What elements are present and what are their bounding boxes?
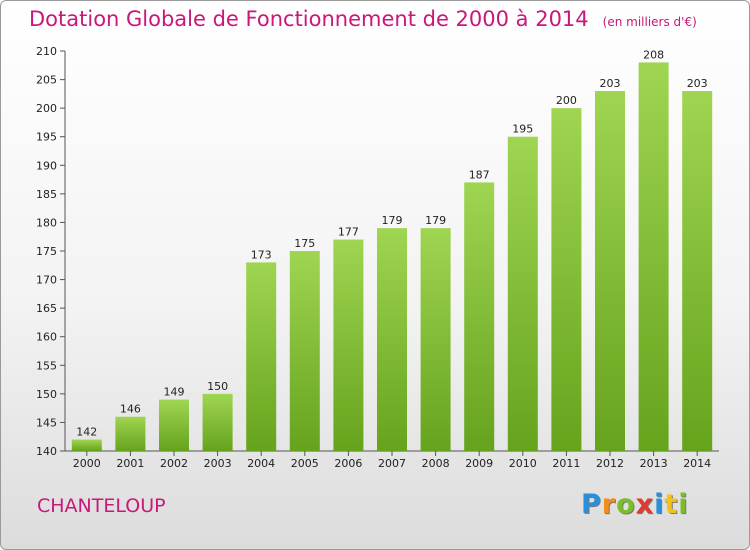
bar-2000: [71, 439, 102, 451]
value-label: 187: [469, 168, 490, 181]
x-tick-label: 2001: [116, 457, 144, 470]
bar-2009: [464, 182, 495, 451]
value-label: 150: [207, 380, 228, 393]
chart-title-text: Dotation Globale de Fonctionnement de 20…: [29, 7, 589, 31]
x-tick-label: 2009: [465, 457, 493, 470]
logo-letter: t: [664, 489, 679, 520]
value-label: 146: [120, 403, 141, 416]
bar-2012: [595, 91, 625, 451]
logo-letter: o: [616, 489, 636, 520]
y-tick-label: 180: [36, 216, 57, 229]
value-label: 208: [643, 48, 664, 61]
y-tick-label: 165: [36, 302, 57, 315]
value-label: 195: [512, 123, 533, 136]
bar-2013: [638, 62, 669, 452]
x-tick-label: 2008: [422, 457, 450, 470]
logo-letter: r: [601, 489, 617, 520]
y-tick-label: 185: [36, 188, 57, 201]
y-tick-label: 145: [36, 416, 57, 429]
y-tick-label: 195: [36, 131, 57, 144]
x-tick-label: 2011: [552, 457, 580, 470]
y-tick-label: 205: [36, 74, 57, 87]
value-label: 173: [251, 248, 272, 261]
value-label: 179: [382, 214, 403, 227]
bar-2003: [202, 393, 233, 451]
proxiti-logo: Proxiti: [581, 489, 689, 520]
bar-2004: [246, 262, 277, 451]
bar-2001: [115, 416, 146, 451]
bar-2006: [333, 239, 364, 451]
value-label: 203: [687, 77, 708, 90]
logo-letter: i: [654, 489, 665, 520]
value-label: 177: [338, 226, 359, 239]
x-tick-label: 2012: [596, 457, 624, 470]
bar-2002: [159, 399, 189, 451]
bar-2008: [420, 228, 451, 451]
x-tick-label: 2004: [247, 457, 275, 470]
value-label: 175: [294, 237, 315, 250]
y-tick-label: 160: [36, 331, 57, 344]
value-label: 179: [425, 214, 446, 227]
town-name: CHANTELOUP: [37, 495, 166, 517]
y-tick-label: 155: [36, 359, 57, 372]
x-tick-label: 2003: [204, 457, 232, 470]
y-tick-label: 140: [36, 445, 57, 458]
bar-2010: [507, 136, 538, 451]
bar-2007: [377, 228, 407, 451]
bar-2011: [551, 108, 582, 452]
y-tick-label: 170: [36, 274, 57, 287]
y-tick-label: 175: [36, 245, 57, 258]
value-label: 200: [556, 94, 577, 107]
value-label: 203: [600, 77, 621, 90]
x-tick-label: 2013: [640, 457, 668, 470]
value-label: 142: [76, 426, 97, 439]
y-tick-label: 210: [36, 45, 57, 58]
bar-2014: [682, 91, 713, 451]
x-tick-label: 2002: [160, 457, 188, 470]
chart-subtitle: (en milliers d'€): [602, 15, 697, 29]
bar-2005: [289, 251, 320, 451]
chart-title: Dotation Globale de Fonctionnement de 20…: [29, 7, 697, 31]
x-tick-label: 2005: [291, 457, 319, 470]
x-tick-label: 2007: [378, 457, 406, 470]
x-tick-label: 2000: [73, 457, 101, 470]
logo-letter: P: [581, 489, 602, 520]
y-tick-label: 190: [36, 159, 57, 172]
y-tick-label: 150: [36, 388, 57, 401]
x-tick-label: 2006: [334, 457, 362, 470]
value-label: 149: [164, 386, 185, 399]
y-tick-label: 200: [36, 102, 57, 115]
x-tick-label: 2014: [683, 457, 711, 470]
x-tick-label: 2010: [509, 457, 537, 470]
logo-letter: i: [678, 489, 689, 520]
logo-letter: x: [635, 489, 655, 520]
